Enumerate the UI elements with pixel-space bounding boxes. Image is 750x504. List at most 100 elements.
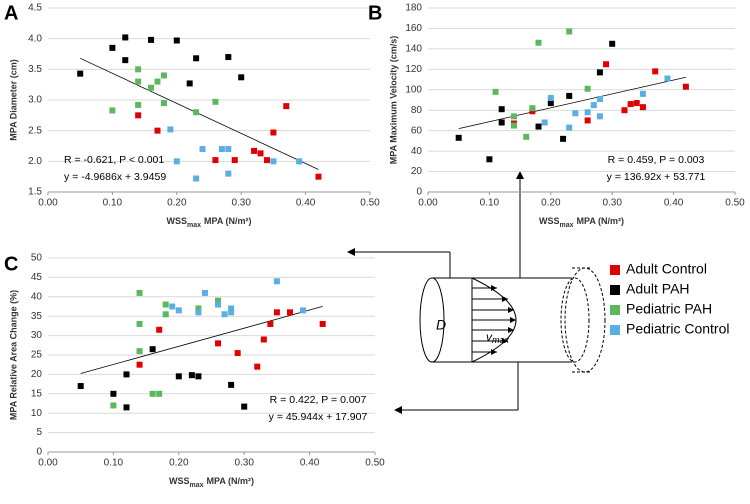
y-tick-label: 0 <box>36 447 42 458</box>
data-point <box>218 146 225 153</box>
data-point <box>148 36 155 43</box>
x-axis-title-main: WSS <box>169 476 190 486</box>
data-point <box>257 150 264 157</box>
stat-annotation: y = 136.92x + 53.771 <box>607 171 706 183</box>
data-point <box>154 78 161 85</box>
legend-swatch <box>610 285 620 295</box>
trendline <box>80 306 323 374</box>
trendline <box>80 57 319 170</box>
data-point <box>273 309 280 316</box>
data-point <box>254 363 261 370</box>
data-point <box>300 307 307 314</box>
data-point <box>241 403 248 410</box>
data-point <box>296 158 303 165</box>
data-point <box>195 309 202 316</box>
data-point <box>231 157 238 164</box>
data-point <box>215 340 222 347</box>
y-tick-label: 160 <box>405 23 422 34</box>
y-tick-label: 20 <box>411 166 423 177</box>
data-point <box>212 157 219 164</box>
data-point <box>221 311 228 318</box>
data-point <box>228 309 235 316</box>
x-tick-label: 0.10 <box>103 198 123 209</box>
x-axis-title-sub: max <box>560 222 574 229</box>
data-point <box>156 326 163 333</box>
data-point <box>136 361 143 368</box>
velocity-label: vmax <box>486 330 510 345</box>
legend-swatch <box>610 265 620 275</box>
y-tick-label: 15 <box>31 388 43 399</box>
data-point <box>135 112 142 119</box>
y-tick-label: 180 <box>405 3 422 14</box>
data-point <box>162 301 169 308</box>
x-tick-label: 0.20 <box>169 458 189 469</box>
y-tick-label: 25 <box>31 350 43 361</box>
data-point <box>225 170 232 177</box>
panel-label: C <box>4 253 18 275</box>
y-tick-label: 4.0 <box>28 33 42 44</box>
data-point <box>110 402 117 409</box>
data-point <box>315 173 322 180</box>
data-point <box>160 72 167 79</box>
data-point <box>603 61 610 68</box>
data-point <box>225 146 232 153</box>
data-point <box>529 108 536 115</box>
data-point <box>136 320 143 327</box>
x-tick-label: 0.40 <box>664 198 684 209</box>
x-tick-label: 0.00 <box>38 458 58 469</box>
y-tick-label: 10 <box>31 408 43 419</box>
y-tick-label: 60 <box>411 125 423 136</box>
data-point <box>492 88 499 95</box>
data-point <box>664 75 671 82</box>
x-axis-title: WSSmax MPA (N/m²) <box>539 216 624 228</box>
data-point <box>109 107 116 114</box>
data-point <box>498 106 505 113</box>
x-tick-label: 0.00 <box>418 198 438 209</box>
stat-annotation: y = -4.9686x + 3.9459 <box>64 171 166 183</box>
y-tick-label: 100 <box>405 84 422 95</box>
x-tick-label: 0.30 <box>231 198 251 209</box>
data-point <box>162 311 169 318</box>
data-point <box>523 133 530 140</box>
data-point <box>135 78 142 85</box>
data-point <box>251 147 258 154</box>
data-point <box>584 85 591 92</box>
data-point <box>273 278 280 285</box>
data-point <box>283 103 290 110</box>
data-point <box>547 94 554 101</box>
x-axis-title-rest: MPA (N/m²) <box>577 216 625 226</box>
data-point <box>238 74 245 81</box>
legend-swatch <box>610 305 620 315</box>
data-point <box>529 105 536 112</box>
x-axis-title: WSSmax MPA (N/m²) <box>169 476 254 488</box>
y-tick-label: 2.0 <box>28 156 42 167</box>
data-point <box>109 44 116 51</box>
y-tick-label: 4.5 <box>28 3 42 14</box>
velocity-subscript: max <box>492 335 510 345</box>
y-tick-label: 1.5 <box>28 187 42 198</box>
data-point <box>167 126 174 133</box>
legend-label: Pediatric Control <box>626 321 730 337</box>
data-point <box>234 350 241 357</box>
data-point <box>136 289 143 296</box>
y-tick-label: 0 <box>416 187 422 198</box>
legend-label: Adult PAH <box>626 281 690 297</box>
data-point <box>201 289 208 296</box>
data-point <box>215 301 222 308</box>
y-tick-label: 5 <box>36 427 42 438</box>
x-axis-title-sub: max <box>190 482 204 489</box>
data-point <box>584 117 591 124</box>
y-axis-title: MPA Diameter (cm) <box>8 59 18 141</box>
data-point <box>682 83 689 90</box>
data-point <box>228 381 235 388</box>
data-point <box>596 95 603 102</box>
x-tick-label: 0.20 <box>167 198 187 209</box>
data-point <box>498 119 505 126</box>
y-tick-label: 40 <box>411 146 423 157</box>
data-point <box>319 320 326 327</box>
data-point <box>535 123 542 130</box>
velocity-arrows <box>472 285 516 355</box>
data-point <box>173 158 180 165</box>
x-tick-label: 0.40 <box>296 198 316 209</box>
